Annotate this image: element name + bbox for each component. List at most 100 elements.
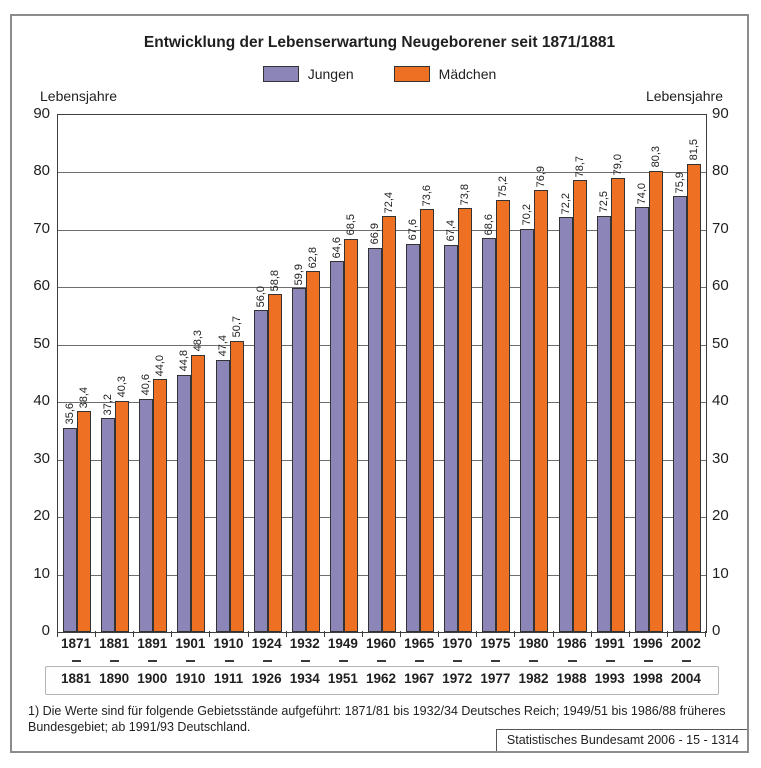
bar-value-label: 75,9	[673, 171, 686, 193]
bar-maedchen	[191, 354, 206, 632]
x-axis-tick	[247, 631, 249, 637]
x-label-year-from: 2002	[670, 636, 701, 651]
y-tick-label-left: 90	[33, 105, 50, 122]
x-label-range-dash	[110, 660, 120, 662]
bar-jungen	[558, 217, 573, 632]
bar-maedchen	[572, 179, 587, 632]
chart-title: Entwicklung der Lebenserwartung Neugebor…	[143, 34, 616, 51]
x-label-year-from: 1970	[442, 636, 473, 651]
x-label-range-dash	[529, 660, 539, 662]
bar-jungen	[291, 287, 306, 632]
legend-label-jungen: Jungen	[307, 66, 354, 82]
bar-value-label: 68,6	[483, 213, 496, 235]
bar-value-label: 80,3	[649, 146, 662, 168]
bar-jungen	[177, 374, 192, 632]
bar-value-label: 72,4	[383, 191, 395, 214]
x-axis-tick	[705, 631, 706, 637]
x-label-year-from: 1960	[365, 636, 397, 651]
x-axis-tick	[438, 631, 440, 637]
bar-maedchen	[534, 190, 549, 632]
bar-value-label: 72,2	[559, 192, 572, 215]
maedchen-color-swatch	[393, 66, 430, 82]
x-label-year-to: 1934	[289, 671, 320, 686]
bar-maedchen	[686, 163, 701, 632]
legend-item-jungen: Jungen	[262, 66, 354, 82]
x-label-range-dash	[377, 660, 386, 662]
bar-maedchen	[229, 340, 244, 632]
x-label-range-dash	[338, 660, 348, 662]
bar-maedchen	[648, 170, 663, 632]
x-axis-tick	[666, 631, 668, 637]
y-tick-label-left: 0	[41, 622, 50, 639]
x-label-year-to: 1988	[556, 671, 587, 686]
x-label-range-dash	[681, 660, 691, 662]
source-attribution: Statistisches Bundesamt 2006 - 15 - 1314	[495, 729, 747, 751]
y-tick-label-right: 60	[712, 277, 729, 295]
x-label-year-to: 1972	[442, 671, 473, 686]
y-tick-label-right: 50	[712, 334, 729, 352]
x-axis-lower-years-box	[45, 666, 719, 695]
x-axis-tick	[133, 631, 135, 637]
x-label-range-dash	[605, 660, 615, 662]
y-tick-label-right: 90	[712, 105, 729, 122]
x-axis-tick	[323, 631, 325, 637]
x-axis-tick	[590, 631, 592, 637]
bar-value-label: 40,6	[140, 374, 153, 396]
legend-label-maedchen: Mädchen	[438, 66, 497, 82]
y-tick-label-right: 20	[712, 507, 729, 525]
y-tick-label-right: 70	[712, 219, 729, 237]
bar-value-label: 47,4	[216, 335, 229, 357]
x-axis-tick	[209, 631, 211, 637]
bar-value-label: 67,4	[445, 220, 458, 242]
bar-value-label: 73,6	[421, 184, 434, 207]
x-label-year-from: 1901	[175, 636, 206, 651]
x-axis-tick	[514, 631, 516, 637]
x-label-year-from: 1910	[213, 636, 244, 651]
x-label-year-from: 1932	[289, 636, 320, 651]
x-label-year-from: 1980	[518, 636, 549, 651]
x-label-year-from: 1965	[404, 636, 435, 651]
y-tick-label-left: 70	[33, 219, 50, 237]
bar-jungen	[520, 228, 535, 632]
y-tick-label-left: 30	[33, 449, 50, 467]
bar-jungen	[482, 237, 497, 632]
bar-value-label: 66,9	[369, 223, 381, 245]
x-axis-tick	[476, 631, 478, 637]
plot-area: 35,6 37,2 40,6 44,8 47,4 56,0 59,9 64,6 66,9 67,6…	[57, 114, 707, 633]
x-label-year-from: 1975	[480, 636, 511, 651]
x-label-range-dash	[224, 660, 234, 662]
bar-jungen	[253, 310, 268, 632]
footnote: 1) Die Werte sind für folgende Gebietsst…	[28, 704, 726, 734]
bar-jungen	[215, 359, 230, 632]
chart-frame: Entwicklung der Lebenserwartung Neugebor…	[10, 14, 749, 753]
x-label-range-dash	[491, 660, 501, 662]
x-label-year-to: 1881	[61, 671, 92, 686]
bar-maedchen	[458, 208, 473, 632]
bar-maedchen	[77, 411, 92, 632]
y-tick-label-right: 30	[712, 449, 729, 467]
bar-jungen	[101, 418, 116, 632]
x-label-year-from: 1924	[251, 636, 282, 651]
bar-maedchen	[496, 200, 511, 632]
bar-value-label: 68,5	[344, 214, 357, 236]
y-axis-title-right: Lebensjahre	[645, 88, 723, 104]
x-label-range-dash	[186, 660, 196, 662]
bar-jungen	[368, 247, 382, 632]
bar-maedchen	[267, 294, 282, 632]
y-tick-label-right: 10	[712, 564, 729, 582]
y-tick-label-left: 20	[33, 507, 50, 525]
bar-maedchen	[343, 238, 358, 632]
bar-value-label: 81,5	[687, 139, 700, 161]
bar-value-label: 75,2	[497, 175, 510, 198]
bar-maedchen	[153, 379, 168, 632]
x-label-year-to: 1951	[327, 671, 358, 686]
y-tick-label-right: 40	[712, 392, 729, 410]
gridline	[58, 172, 706, 174]
y-tick-label-left: 50	[33, 334, 50, 352]
legend: Jungen Mädchen	[12, 66, 747, 82]
bar-value-label: 78,7	[573, 155, 586, 177]
bar-value-label: 44,0	[154, 354, 167, 377]
x-label-year-to: 1977	[480, 671, 511, 686]
x-axis-tick	[552, 631, 554, 637]
x-label-range-dash	[262, 660, 272, 662]
